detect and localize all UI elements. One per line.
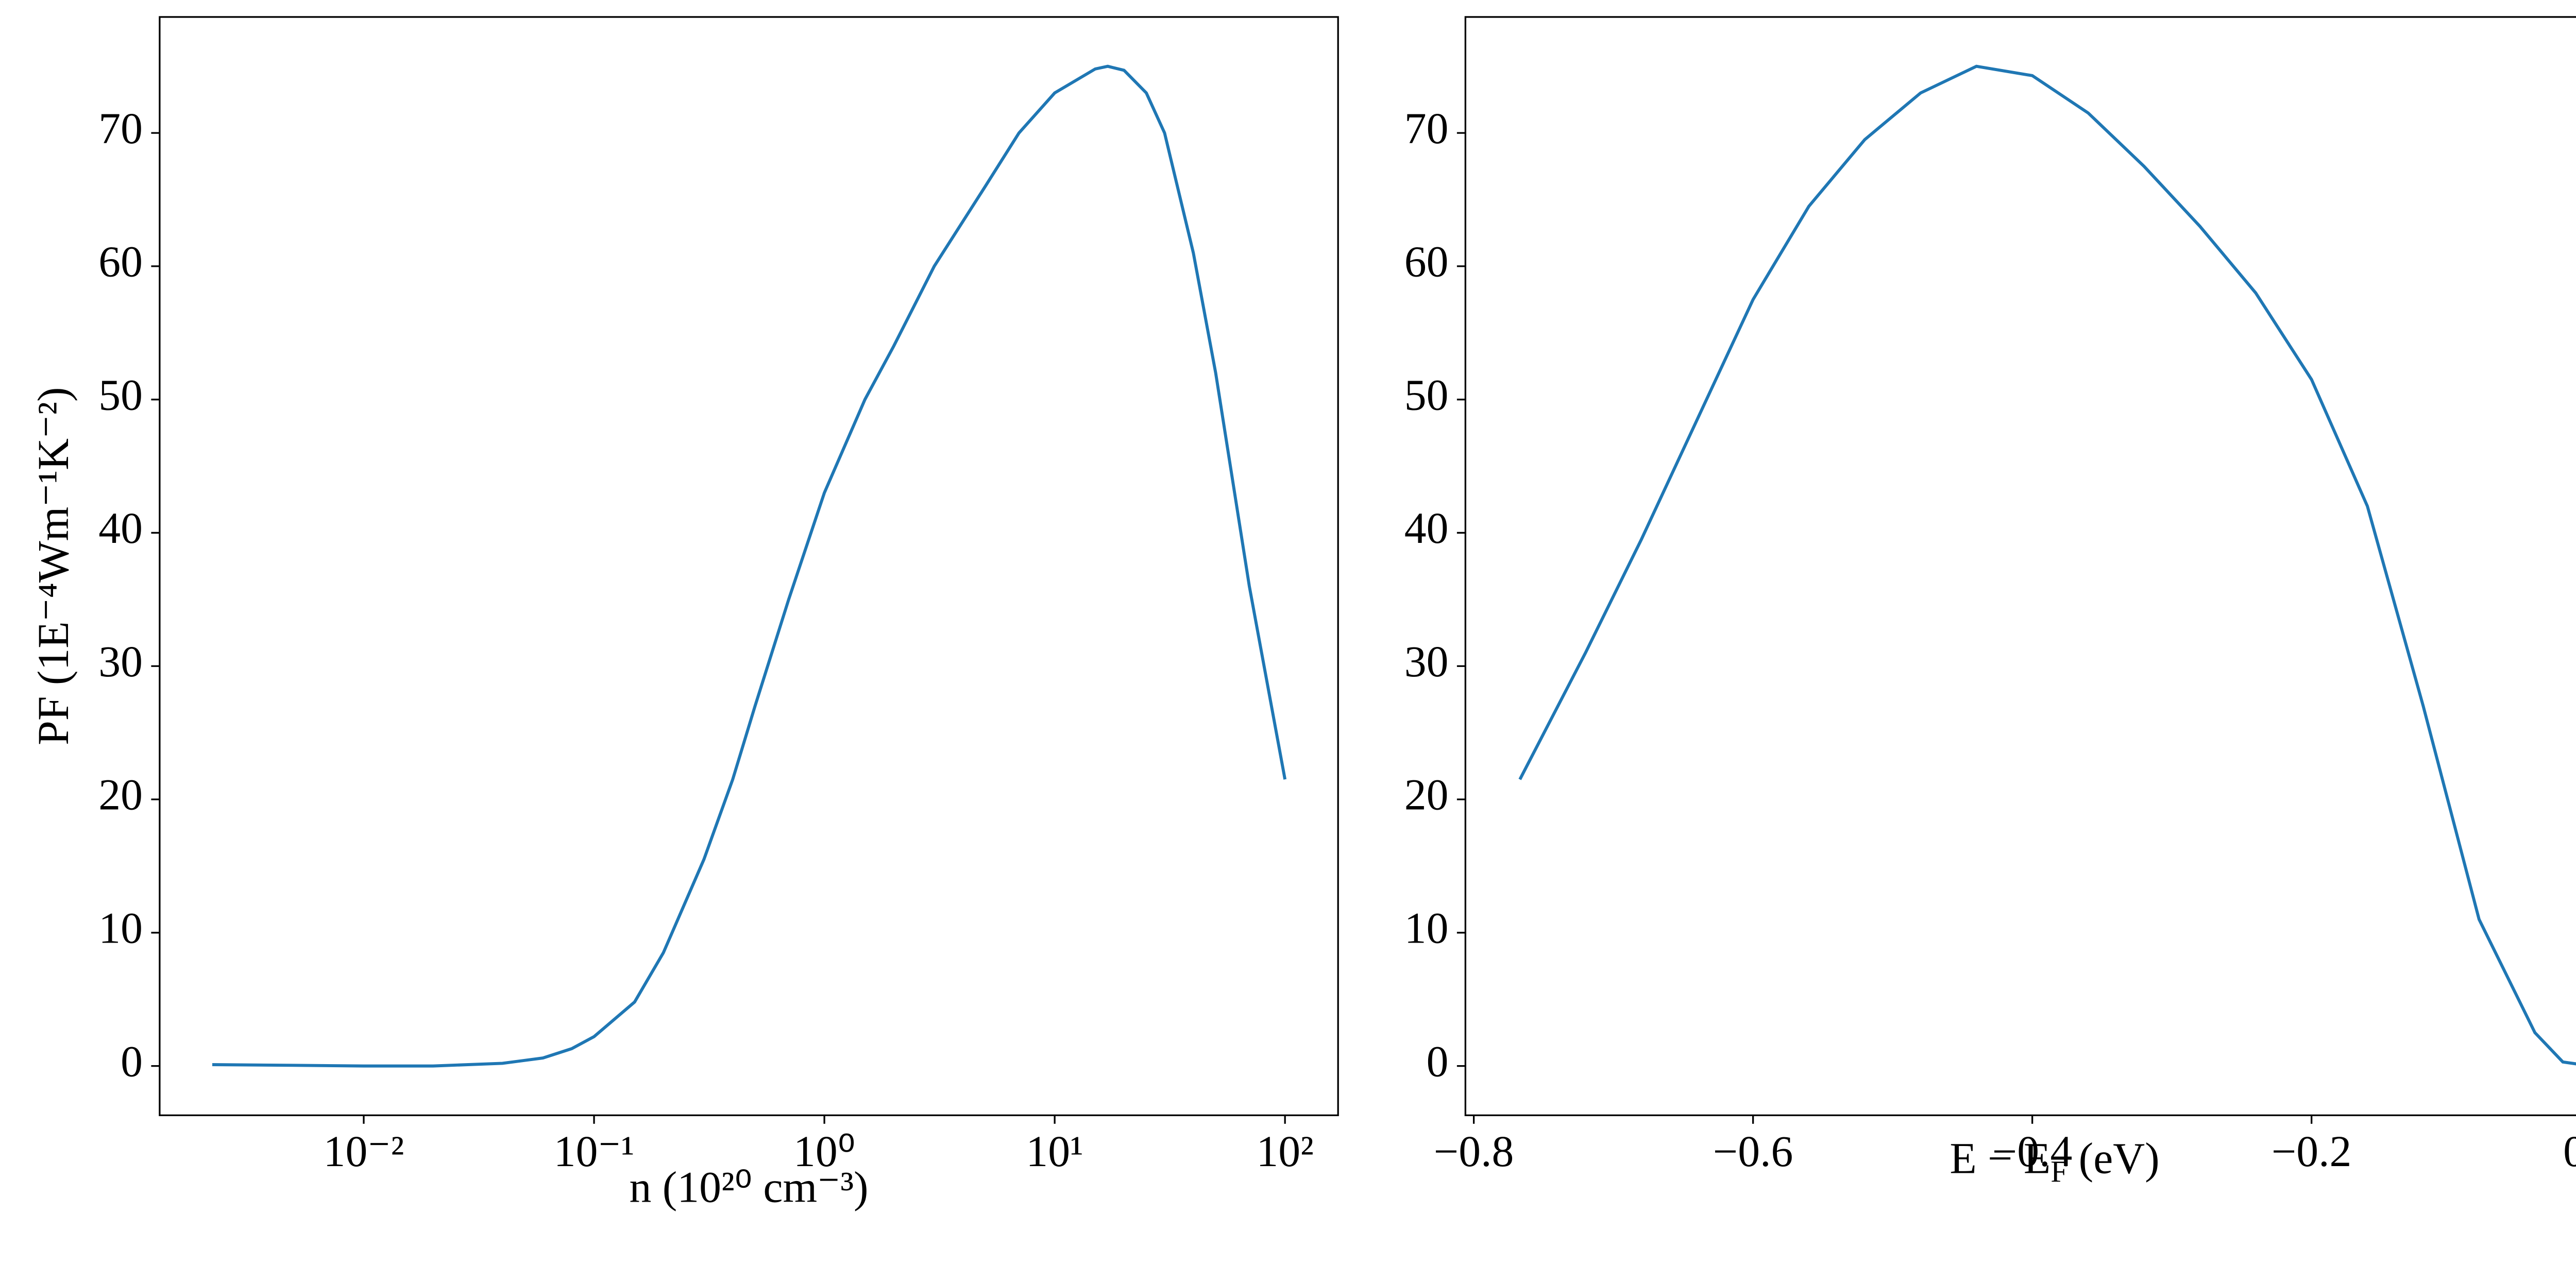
plot-frame [159,16,1339,1116]
x-axis-label-subscript: F [2050,1154,2067,1188]
y-tick-label: 0 [1427,1037,1449,1086]
x-tick-label: −0.8 [1434,1127,1514,1176]
data-line [1518,64,2576,1066]
x-tick-label: 10² [1256,1127,1313,1176]
y-tick-label: 20 [1404,771,1449,819]
x-tick-label: 0.0 [2563,1127,2576,1176]
y-tick-label: 0 [121,1037,143,1086]
y-tick-label: 10 [98,903,143,952]
x-tick-label: −0.4 [1992,1127,2072,1176]
y-tick-label: 50 [98,370,143,419]
plot-frame [1464,16,2576,1116]
y-tick-label: 60 [1404,237,1449,286]
x-tick-label: 10⁻² [324,1127,404,1176]
data-line [212,64,1287,1068]
x-axis-label-main: E − E [1950,1134,2050,1183]
y-tick-label: 20 [98,771,143,819]
y-tick-label: 10 [1404,903,1449,952]
x-axis-label: n (10²⁰ cm⁻³) [629,1163,868,1211]
x-tick-label: 10⁰ [793,1127,855,1176]
x-axis-label-unit: (eV) [2067,1134,2159,1183]
y-tick-label: 30 [1404,637,1449,686]
y-axis-label: PF (1E⁻⁴Wm⁻¹K⁻²) [29,387,78,745]
y-tick-label: 70 [1404,104,1449,153]
x-tick-label: −0.6 [1713,1127,1793,1176]
x-tick-label: 10¹ [1026,1127,1083,1176]
y-tick-label: 50 [1404,370,1449,419]
x-tick-label: 10⁻¹ [554,1127,635,1176]
y-tick-label: 60 [98,237,143,286]
y-tick-label: 70 [98,104,143,153]
y-tick-label: 40 [1404,504,1449,553]
y-tick-label: 30 [98,637,143,686]
x-tick-label: −0.2 [2272,1127,2351,1176]
y-tick-label: 40 [98,504,143,553]
x-axis-label: E − EF (eV) [1950,1134,2159,1188]
